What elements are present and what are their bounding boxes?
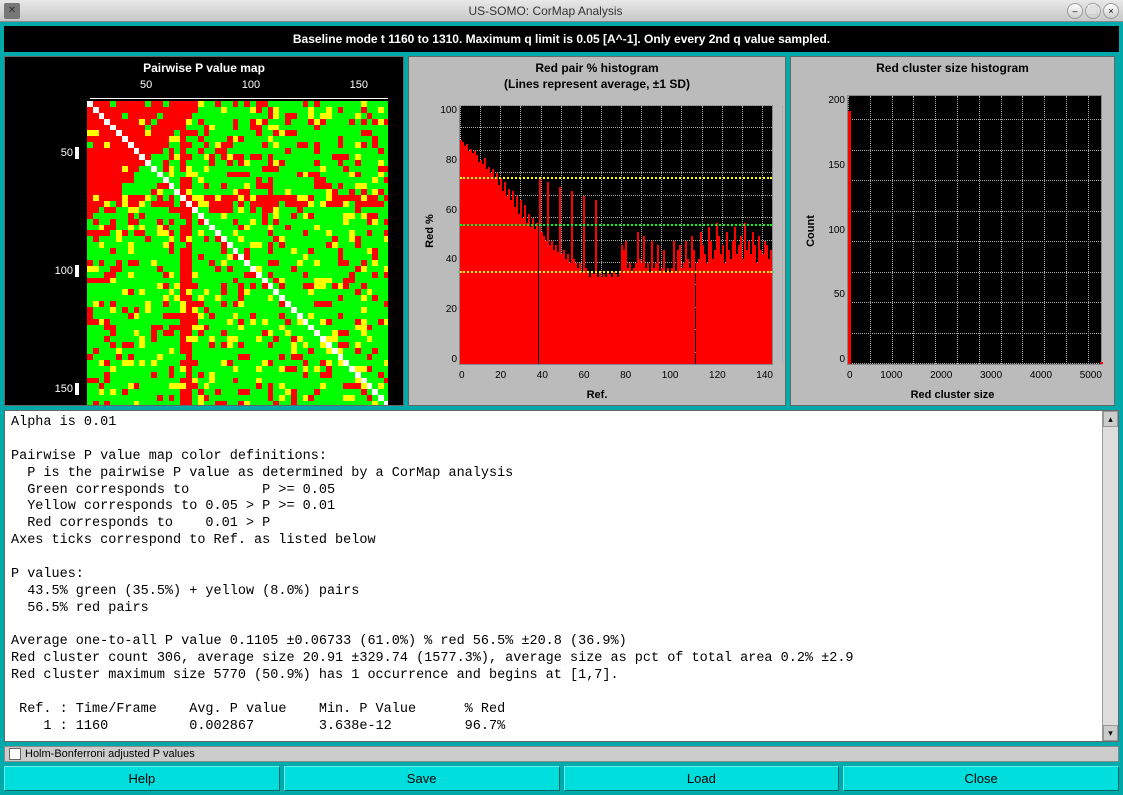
red-pct-title-l1: Red pair % histogram	[535, 61, 658, 75]
checkbox-row[interactable]: Holm-Bonferroni adjusted P values	[4, 746, 1119, 762]
window-controls: – ⬜ ×	[1067, 3, 1119, 19]
heatmap-plot[interactable]	[87, 101, 388, 405]
load-button[interactable]: Load	[564, 766, 840, 791]
cluster-hist-title: Red cluster size histogram	[791, 57, 1114, 79]
red-pct-title: Red pair % histogram (Lines represent av…	[409, 57, 785, 94]
save-button[interactable]: Save	[284, 766, 560, 791]
red-pct-panel: Red pair % histogram (Lines represent av…	[408, 56, 786, 406]
pairwise-map-title: Pairwise P value map	[5, 57, 403, 81]
pairwise-map-panel: Pairwise P value map 50100150 50100150	[4, 56, 404, 406]
cluster-hist-yticks: 050100150200	[819, 95, 845, 365]
app-icon: ✕	[4, 3, 20, 19]
red-pct-xlabel: Ref.	[587, 389, 608, 401]
help-button[interactable]: Help	[4, 766, 280, 791]
cluster-hist-panel: Red cluster size histogram Count Red clu…	[790, 56, 1115, 406]
window-titlebar: ✕ US-SOMO: CorMap Analysis – ⬜ ×	[0, 0, 1123, 22]
red-pct-plot[interactable]	[459, 105, 773, 365]
text-output-content[interactable]: Alpha is 0.01 Pairwise P value map color…	[5, 411, 1102, 741]
maximize-icon[interactable]: ⬜	[1085, 3, 1101, 19]
close-button[interactable]: Close	[843, 766, 1119, 791]
cluster-hist-xticks: 010002000300040005000	[847, 370, 1102, 381]
scrollbar[interactable]: ▴ ▾	[1102, 411, 1118, 741]
button-row: Help Save Load Close	[4, 766, 1119, 791]
scroll-down-icon[interactable]: ▾	[1103, 725, 1118, 741]
close-icon[interactable]: ×	[1103, 3, 1119, 19]
info-banner: Baseline mode t 1160 to 1310. Maximum q …	[4, 26, 1119, 52]
holm-bonferroni-label: Holm-Bonferroni adjusted P values	[25, 748, 195, 760]
holm-bonferroni-checkbox[interactable]	[9, 748, 21, 760]
cluster-hist-ylabel: Count	[805, 215, 817, 247]
red-pct-yticks: 020406080100	[429, 105, 457, 365]
scroll-up-icon[interactable]: ▴	[1103, 411, 1118, 427]
heatmap-yticks: 50100150	[20, 107, 85, 405]
heatmap-xticks: 50100150	[90, 79, 388, 99]
red-pct-xticks: 020406080100120140	[459, 370, 773, 381]
red-pct-title-l2: (Lines represent average, ±1 SD)	[504, 77, 690, 91]
window-title: US-SOMO: CorMap Analysis	[24, 4, 1067, 18]
cluster-hist-plot[interactable]	[847, 95, 1102, 365]
text-output: Alpha is 0.01 Pairwise P value map color…	[4, 410, 1119, 742]
main-container: Baseline mode t 1160 to 1310. Maximum q …	[0, 22, 1123, 795]
minimize-icon[interactable]: –	[1067, 3, 1083, 19]
cluster-hist-xlabel: Red cluster size	[911, 389, 995, 401]
plots-row: Pairwise P value map 50100150 50100150 R…	[4, 56, 1119, 406]
